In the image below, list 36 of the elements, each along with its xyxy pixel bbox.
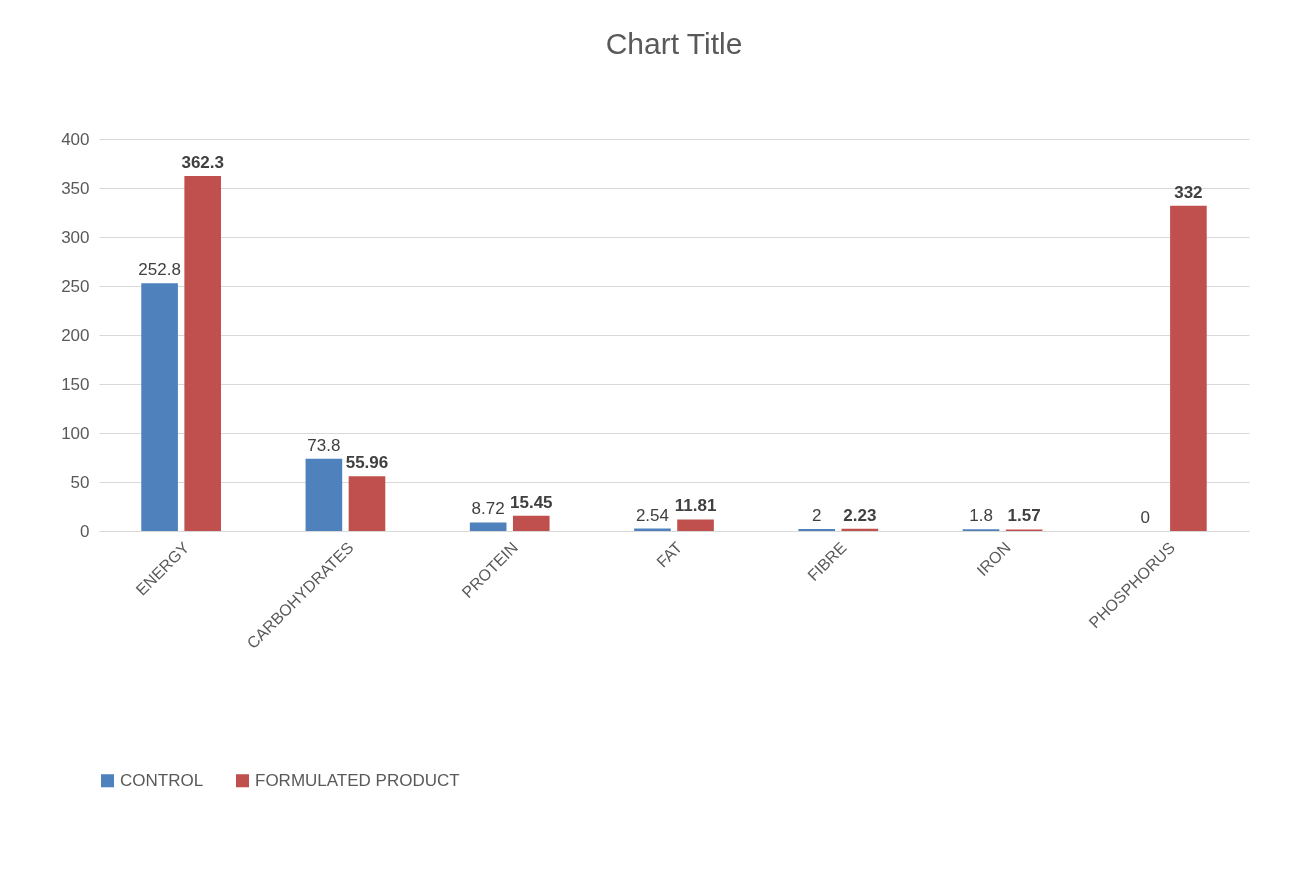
- legend-label: FORMULATED PRODUCT: [255, 770, 460, 790]
- bar: [305, 458, 343, 531]
- y-tick-label: 350: [61, 178, 90, 198]
- data-label: 2.54: [635, 505, 669, 525]
- data-label: 332: [1174, 182, 1203, 202]
- data-label: 8.72: [471, 499, 505, 519]
- y-tick-label: 250: [61, 276, 90, 296]
- data-label: 1.57: [1007, 506, 1041, 526]
- bar: [469, 522, 507, 531]
- bar: [348, 476, 386, 531]
- y-tick-label: 100: [61, 423, 90, 443]
- bar: [512, 515, 550, 531]
- y-tick-label: 0: [80, 521, 90, 541]
- data-label: 362.3: [181, 152, 224, 172]
- y-tick-label: 300: [61, 227, 90, 247]
- y-tick-label: 50: [70, 472, 90, 492]
- x-tick-label: FAT: [653, 538, 686, 571]
- data-label: 2: [812, 506, 822, 526]
- bar: [184, 175, 221, 531]
- bar: [141, 283, 178, 531]
- data-label: 55.96: [345, 453, 389, 473]
- bar: [841, 528, 879, 531]
- data-label: 0: [1140, 508, 1151, 527]
- y-tick-label: 400: [61, 129, 90, 149]
- data-label: 252.8: [138, 260, 181, 280]
- data-label: 2.23: [843, 505, 877, 525]
- y-tick-label: 200: [61, 325, 90, 345]
- legend-label: CONTROL: [120, 770, 204, 790]
- chart-title: Chart Title: [605, 27, 743, 60]
- data-label: 11.81: [674, 496, 717, 516]
- y-tick-label: 150: [61, 374, 90, 394]
- data-label: 73.8: [307, 435, 341, 455]
- data-label: 1.8: [969, 506, 993, 526]
- data-label: 15.45: [509, 492, 553, 512]
- bar: [677, 519, 714, 531]
- bar: [1170, 205, 1207, 531]
